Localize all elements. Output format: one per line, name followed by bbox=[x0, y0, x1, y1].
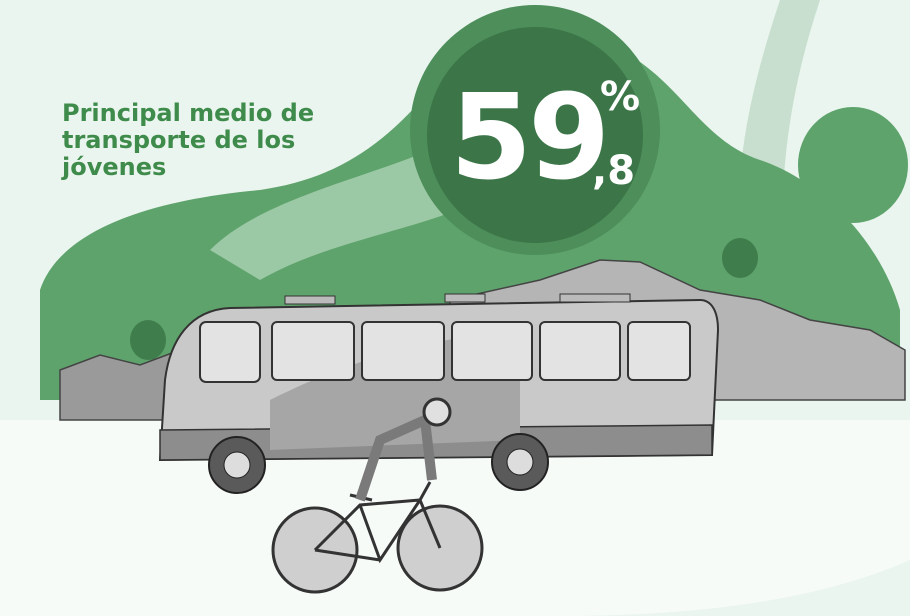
headline: Principal medio de transporte de los jóv… bbox=[62, 100, 352, 181]
stat: 59 % ,8 bbox=[430, 62, 640, 212]
green-dot bbox=[798, 107, 908, 223]
page: Principal medio de transporte de los jóv… bbox=[0, 0, 910, 616]
stat-integer: 59 bbox=[450, 62, 606, 212]
stat-unit: % bbox=[600, 74, 640, 120]
stat-decimal: ,8 bbox=[592, 148, 635, 194]
dark-dot bbox=[722, 238, 758, 278]
dark-dot bbox=[130, 320, 166, 360]
